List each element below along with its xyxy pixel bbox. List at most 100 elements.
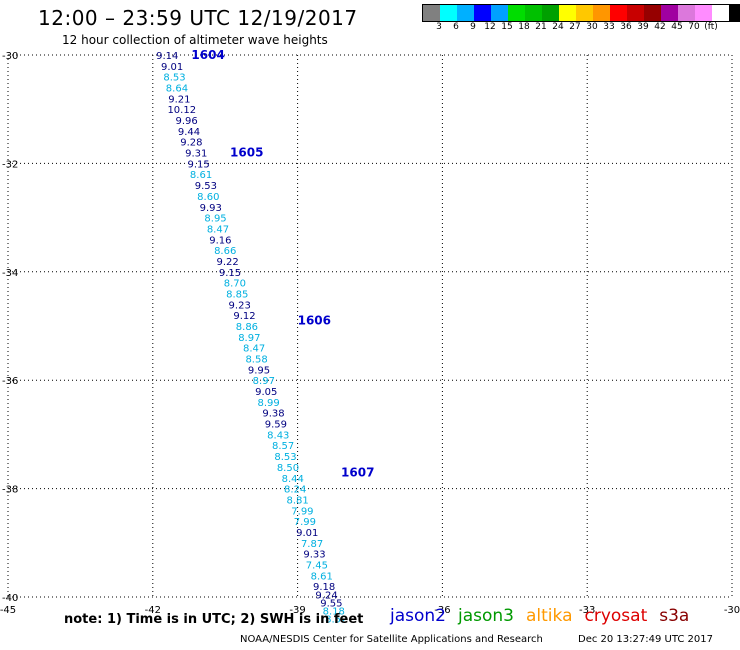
time-label: 1607 (341, 465, 374, 479)
scale-label: 30 (586, 22, 598, 32)
wave-height-value: 8.52 (325, 615, 347, 626)
timestamp-text: Dec 20 13:27:49 UTC 2017 (578, 634, 713, 645)
lat-tick-label: -36 (2, 376, 18, 387)
chart-title: 12:00 – 23:59 UTC 12/19/2017 (38, 6, 358, 30)
wave-height-value: 9.05 (255, 387, 277, 398)
scale-swatch (491, 5, 508, 21)
credit-text: NOAA/NESDIS Center for Satellite Applica… (240, 634, 543, 645)
wave-height-value: 9.12 (233, 311, 255, 322)
scale-swatch (542, 5, 559, 21)
scale-label: 24 (552, 22, 564, 32)
time-label: 1606 (298, 314, 331, 328)
wave-height-value: 8.47 (243, 344, 265, 355)
lon-tick-label: -42 (145, 605, 161, 616)
scale-swatch (627, 5, 644, 21)
wave-height-value: 8.64 (166, 84, 188, 95)
lat-tick-label: -40 (2, 593, 18, 604)
wave-height-value: 9.23 (229, 300, 251, 311)
wave-height-value: 7.99 (291, 506, 313, 517)
scale-swatch (678, 5, 695, 21)
scale-label: 6 (453, 22, 459, 32)
wave-height-value: 8.66 (214, 246, 236, 257)
satellite-legend-altika: altika (526, 606, 573, 626)
lat-tick-label: -38 (2, 485, 18, 496)
wave-height-value: 8.53 (274, 452, 296, 463)
wave-height-value: 9.93 (200, 203, 222, 214)
wave-height-value: 8.97 (253, 376, 275, 387)
wave-height-value: 8.81 (286, 495, 308, 506)
scale-label: 45 (671, 22, 683, 32)
wave-height-value: 9.22 (216, 257, 238, 268)
scale-label: 42 (654, 22, 666, 32)
scale-swatch (729, 5, 740, 21)
wave-height-value: 8.95 (204, 214, 226, 225)
color-scale-bar (422, 4, 740, 22)
scale-swatch (457, 5, 474, 21)
wave-height-value: 9.14 (156, 51, 178, 62)
wave-height-value: 9.01 (161, 62, 183, 73)
scale-swatch (695, 5, 712, 21)
wave-height-value: 8.85 (226, 289, 248, 300)
wave-height-value: 7.99 (294, 517, 316, 528)
wave-height-value: 8.60 (197, 192, 219, 203)
wave-height-value: 9.44 (178, 127, 200, 138)
wave-height-value: 8.24 (284, 485, 306, 496)
scale-label: 18 (518, 22, 530, 32)
wave-height-value: 9.18 (313, 582, 335, 593)
wave-height-value: 8.57 (272, 441, 294, 452)
wave-height-value: 8.97 (238, 333, 260, 344)
wave-height-value: 7.45 (306, 560, 328, 571)
lon-tick-label: -39 (289, 605, 305, 616)
wave-height-value: 9.95 (248, 365, 270, 376)
wave-height-value: 8.86 (236, 322, 258, 333)
satellite-legend-s3a: s3a (659, 606, 690, 626)
wave-height-value: 8.70 (224, 279, 246, 290)
wave-height-value: 8.99 (258, 398, 280, 409)
time-label: 1605 (230, 146, 263, 160)
wave-height-value: 9.59 (265, 420, 287, 431)
lat-tick-label: -32 (2, 159, 18, 170)
scale-label: 27 (569, 22, 581, 32)
scale-label: 33 (603, 22, 615, 32)
scale-label: 3 (436, 22, 442, 32)
wave-height-value: 9.21 (168, 94, 190, 105)
scale-label: 39 (637, 22, 649, 32)
wave-height-value: 8.43 (267, 430, 289, 441)
scale-label: 12 (484, 22, 496, 32)
wave-height-value: 9.15 (219, 268, 241, 279)
lat-tick-label: -30 (2, 51, 18, 62)
scale-swatch (525, 5, 542, 21)
chart-subtitle: 12 hour collection of altimeter wave hei… (62, 33, 328, 47)
scale-label: 9 (470, 22, 476, 32)
scale-label: 70 (688, 22, 700, 32)
scale-swatch (712, 5, 729, 21)
wave-height-value: 9.24 (315, 590, 337, 601)
scale-swatch (474, 5, 491, 21)
wave-height-value: 9.31 (185, 149, 207, 160)
wave-height-value: 8.61 (190, 170, 212, 181)
wave-height-value: 8.18 (323, 607, 345, 618)
wave-height-value: 8.58 (245, 355, 267, 366)
note-text: note: 1) Time is in UTC; 2) SWH is in fe… (64, 612, 364, 627)
scale-swatch (610, 5, 627, 21)
scale-label: (ft) (704, 22, 718, 32)
wave-height-value: 7.87 (301, 539, 323, 550)
scale-swatch (559, 5, 576, 21)
wave-height-value: 9.01 (296, 528, 318, 539)
wave-height-value: 8.50 (277, 463, 299, 474)
lat-tick-label: -34 (2, 268, 18, 279)
wave-height-value: 9.28 (180, 138, 202, 149)
satellite-legend-jason3: jason3 (458, 606, 514, 626)
wave-height-value: 8.47 (207, 224, 229, 235)
time-label: 1604 (191, 48, 224, 62)
wave-height-value: 8.53 (163, 73, 185, 84)
scale-swatch (661, 5, 678, 21)
wave-height-value: 9.16 (209, 235, 231, 246)
scale-swatch (508, 5, 525, 21)
satellite-legend: jason2 jason3 altika cryosat s3a (390, 606, 701, 626)
wave-height-value: 9.15 (188, 159, 210, 170)
scale-label: 15 (501, 22, 513, 32)
scale-swatch (644, 5, 661, 21)
satellite-legend-cryosat: cryosat (584, 606, 648, 626)
